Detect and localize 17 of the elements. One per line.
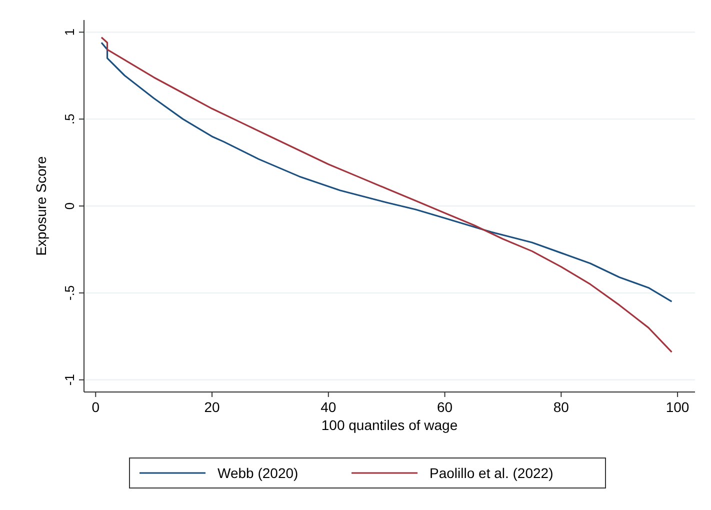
x-tick-label: 40 [320,399,336,415]
y-tick-label: -1 [62,374,77,386]
x-tick-label: 100 [666,399,690,415]
line-series [100,36,673,353]
x-tick-label: 80 [553,399,570,415]
y-tick-label: 1 [62,28,77,36]
legend-label: Webb (2020) [218,465,298,481]
x-tick-label: 20 [204,399,220,415]
y-tick-label: 0 [62,202,77,210]
legend-label: Paolillo et al. (2022) [430,465,554,481]
y-tick-label: .5 [62,114,77,125]
x-tick-label: 60 [436,399,453,415]
x-tick-label: 0 [92,399,100,415]
x-axis-title: 100 quantiles of wage [321,417,458,433]
y-tick-label: -.5 [62,285,77,300]
line-series [100,42,673,302]
y-axis-title: Exposure Score [33,156,49,256]
